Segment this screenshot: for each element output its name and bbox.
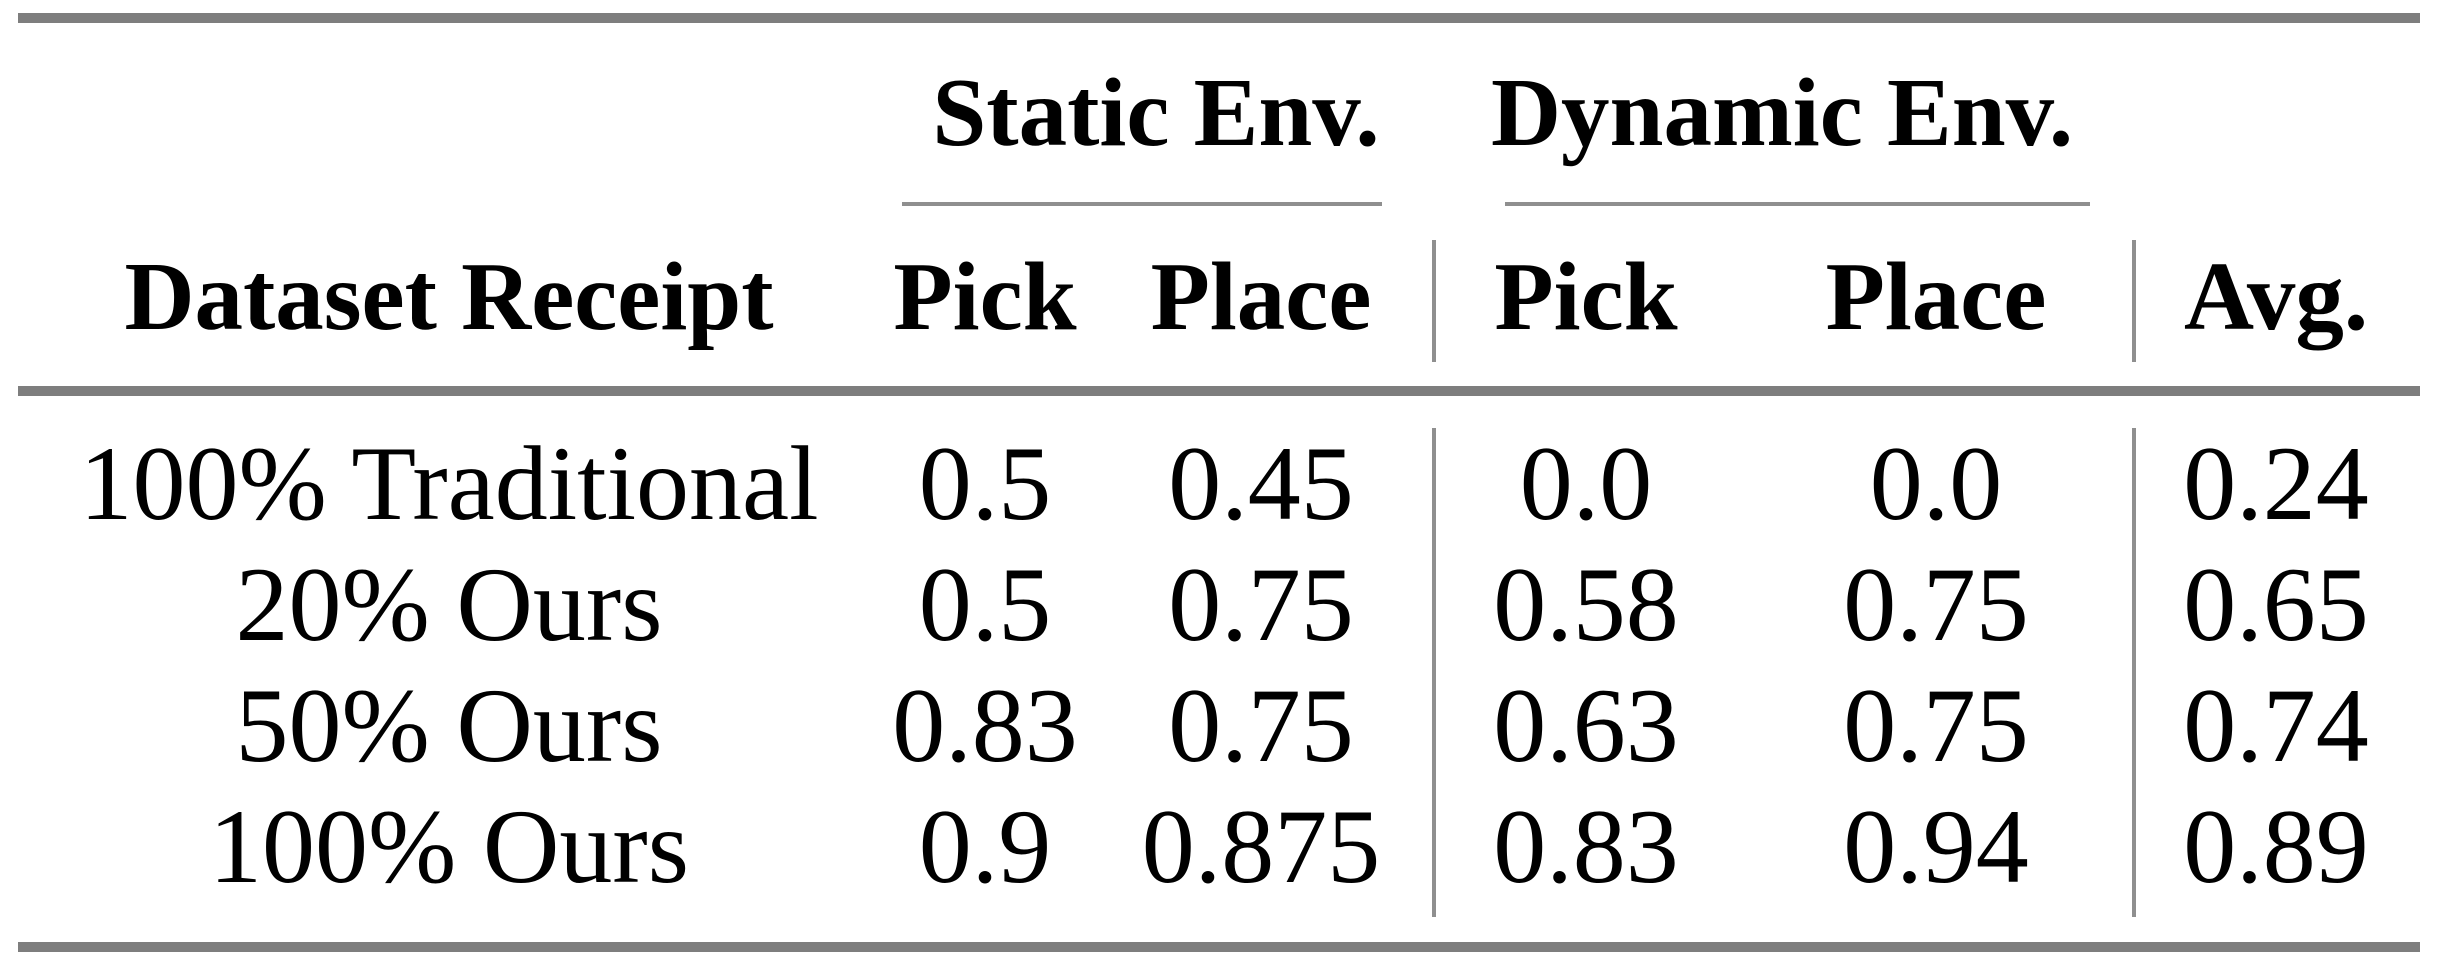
cell-dynamic-pick: 0.0 — [1519, 424, 1653, 542]
vertical-rule-dynamic-avg-header — [2132, 240, 2136, 362]
cell-dynamic-pick: 0.63 — [1493, 666, 1679, 784]
cell-static-pick: 0.5 — [918, 424, 1052, 542]
col-header-avg: Avg. — [2183, 242, 2369, 350]
cell-static-pick: 0.5 — [918, 545, 1052, 663]
cell-static-place: 0.75 — [1168, 666, 1354, 784]
cmidrule-static — [902, 202, 1382, 206]
results-table: Static Env. Dynamic Env. Dataset Receipt… — [18, 23, 2420, 907]
vertical-rule-static-dynamic-header — [1432, 240, 1436, 362]
col-header-dataset-receipt: Dataset Receipt — [124, 242, 774, 350]
row-label: 100% Ours — [209, 787, 689, 905]
bottom-rule — [18, 942, 2420, 952]
cell-dynamic-place: 0.75 — [1843, 545, 2029, 663]
row-label: 20% Ours — [235, 545, 663, 663]
midrule-spacer-row — [18, 386, 2420, 396]
col-header-static-place: Place — [1150, 242, 1372, 350]
group-header-row: Static Env. Dynamic Env. — [18, 23, 2420, 202]
vertical-rule-static-dynamic-body — [1432, 428, 1436, 917]
cmidrule-dynamic — [1505, 202, 2090, 206]
cell-static-place: 0.45 — [1168, 424, 1354, 542]
group-header-empty-avg — [2132, 23, 2420, 202]
padding-spacer — [18, 396, 2420, 423]
column-header-row: Dataset Receipt Pick Place Pick Place Av… — [18, 206, 2420, 386]
cell-static-place: 0.875 — [1141, 787, 1381, 905]
cell-static-pick: 0.83 — [892, 666, 1078, 784]
cell-dynamic-pick: 0.83 — [1493, 787, 1679, 905]
mid-rule — [18, 386, 2420, 396]
cell-dynamic-place: 0.0 — [1869, 424, 2003, 542]
table-row: 100% Traditional 0.5 0.45 0.0 0.0 0.24 — [18, 423, 2420, 544]
col-header-dynamic-place: Place — [1825, 242, 2047, 350]
table-row: 50% Ours 0.83 0.75 0.63 0.75 0.74 — [18, 665, 2420, 786]
top-rule — [18, 13, 2420, 23]
row-label: 50% Ours — [235, 666, 663, 784]
cell-avg: 0.74 — [2183, 666, 2369, 784]
midrule-spacer — [18, 386, 2420, 396]
cell-static-place: 0.75 — [1168, 545, 1354, 663]
group-header-empty — [18, 23, 880, 202]
cell-dynamic-pick: 0.58 — [1493, 545, 1679, 663]
cell-avg: 0.65 — [2183, 545, 2369, 663]
cell-dynamic-place: 0.94 — [1843, 787, 2029, 905]
vertical-rule-dynamic-avg-body — [2132, 428, 2136, 917]
col-header-static-pick: Pick — [893, 242, 1077, 350]
cell-avg: 0.24 — [2183, 424, 2369, 542]
group-header-static: Static Env. — [932, 59, 1380, 166]
table-row: 20% Ours 0.5 0.75 0.58 0.75 0.65 — [18, 544, 2420, 665]
col-header-dynamic-pick: Pick — [1494, 242, 1678, 350]
cell-avg: 0.89 — [2183, 787, 2369, 905]
cell-static-pick: 0.9 — [918, 787, 1052, 905]
table-row: 100% Ours 0.9 0.875 0.83 0.94 0.89 — [18, 786, 2420, 907]
padding-row — [18, 396, 2420, 423]
group-header-dynamic: Dynamic Env. — [1490, 59, 2074, 166]
cell-dynamic-place: 0.75 — [1843, 666, 2029, 784]
row-label: 100% Traditional — [79, 424, 819, 542]
